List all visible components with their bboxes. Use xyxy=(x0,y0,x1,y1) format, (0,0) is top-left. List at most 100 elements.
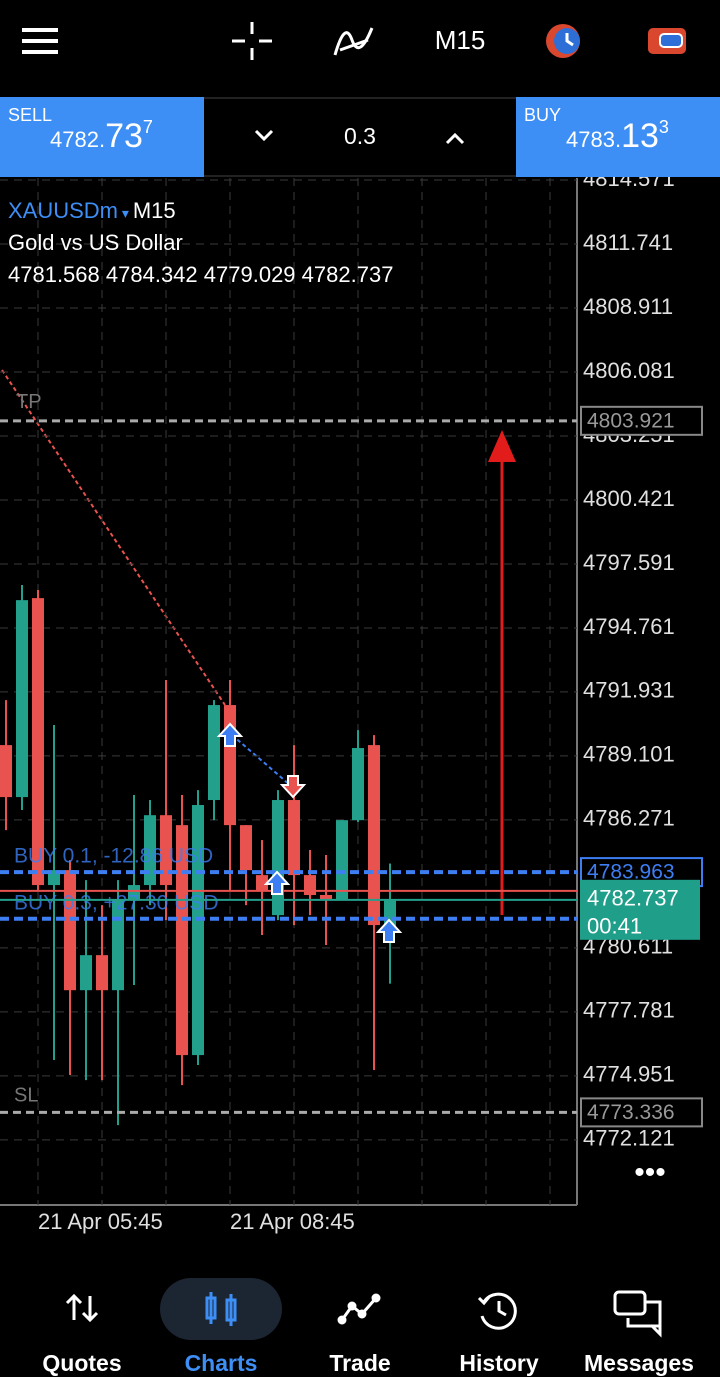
symbol-dropdown[interactable]: ▾ xyxy=(118,205,133,221)
position-price-label: 4783.963 xyxy=(587,861,675,884)
candle-body xyxy=(80,955,92,991)
candle-body xyxy=(112,900,124,991)
price-main: 4783. xyxy=(566,127,622,152)
current-price: 4782.737 xyxy=(587,886,679,911)
history-icon xyxy=(477,1292,517,1330)
lot-value[interactable]: 0.3 xyxy=(344,123,376,149)
time-label: 21 Apr 08:45 xyxy=(230,1209,355,1234)
chart-header: XAUUSDm ▾ M15 Gold vs US Dollar 4781.568… xyxy=(8,196,393,290)
price-tick-label: 4808.911 xyxy=(583,294,673,319)
ohlc-close: 4782.737 xyxy=(301,262,394,287)
lot-selector: 0.3 xyxy=(204,97,516,177)
sl-price-label-box xyxy=(580,1097,703,1128)
more-menu[interactable]: ••• xyxy=(634,1156,666,1189)
tab-icons xyxy=(65,1290,662,1338)
sell-marker xyxy=(279,775,307,799)
tab-charts[interactable]: Charts xyxy=(184,1350,258,1376)
account-icon[interactable] xyxy=(648,28,686,54)
candle-body xyxy=(32,598,44,886)
lot-controls: 0.3 xyxy=(254,123,465,149)
sl-label: SL xyxy=(14,1085,38,1107)
messages-icon xyxy=(613,1290,662,1338)
candle-body xyxy=(16,600,28,798)
buy-label: BUY xyxy=(524,105,562,125)
candle-body xyxy=(144,815,156,886)
indicators-button[interactable] xyxy=(333,27,374,56)
price-big: 13 xyxy=(621,117,659,155)
ohlc-low: 4779.029 xyxy=(203,262,296,287)
symbol-row: XAUUSDm ▾ M15 xyxy=(8,196,393,228)
sell-price: 4782.737 xyxy=(50,117,153,156)
tab-bar: Quotes Charts Trade History Messages xyxy=(0,1240,720,1377)
candle-body xyxy=(256,875,268,891)
tab-history[interactable]: History xyxy=(459,1350,539,1376)
quotes-icon xyxy=(65,1293,99,1323)
current-price-box xyxy=(580,879,700,940)
lot-decrease[interactable] xyxy=(254,129,274,142)
symbol[interactable]: XAUUSDm xyxy=(8,198,119,223)
candle-body xyxy=(320,895,332,901)
trade-icon[interactable] xyxy=(546,24,580,58)
candle-body xyxy=(304,875,316,896)
price-tick-label: 4800.421 xyxy=(583,486,675,511)
price-tick-label: 4777.781 xyxy=(583,998,675,1023)
sl-price-label: 4773.336 xyxy=(587,1101,675,1124)
candle-body xyxy=(192,805,204,1056)
price-tick-label: 4774.951 xyxy=(583,1062,675,1087)
candle-body xyxy=(368,745,380,926)
candle-body xyxy=(336,820,348,901)
chart-timeframe: M15 xyxy=(132,198,176,223)
price-tick-label: 4772.121 xyxy=(583,1126,675,1151)
candle-body xyxy=(176,825,188,1056)
buy-marker xyxy=(216,722,244,747)
tp-price-label-box xyxy=(580,405,703,436)
crosshair-button[interactable] xyxy=(232,22,272,60)
price-tick-label: 4786.271 xyxy=(583,806,675,831)
candle-body xyxy=(288,800,300,876)
symbol-description: Gold vs US Dollar xyxy=(8,230,183,255)
top-bar: M15 xyxy=(0,0,720,97)
price-big: 73 xyxy=(105,117,143,155)
price-sup: 3 xyxy=(658,117,669,137)
lot-increase[interactable] xyxy=(445,132,465,145)
candle-body xyxy=(0,745,12,798)
price-sup: 7 xyxy=(142,117,153,137)
sell-label: SELL xyxy=(8,105,53,125)
active-tab-pill xyxy=(160,1278,282,1340)
time-label: 21 Apr 05:45 xyxy=(38,1209,163,1234)
timeframe-button[interactable]: M15 xyxy=(435,25,486,55)
ohlc: 4781.568 4784.342 4779.029 4782.737 xyxy=(8,260,393,290)
candle-body xyxy=(96,955,108,991)
price-tick-label: 4811.741 xyxy=(583,230,673,255)
price-tick-label: 4797.591 xyxy=(583,550,675,575)
price-main: 4782. xyxy=(50,127,106,152)
candle-body xyxy=(352,748,364,821)
menu-button[interactable] xyxy=(22,28,58,54)
tab-quotes[interactable]: Quotes xyxy=(42,1350,122,1376)
candle-body xyxy=(272,800,284,916)
candle-body xyxy=(208,705,220,801)
tp-arrow-head xyxy=(488,430,516,462)
buy-button[interactable]: BUY 4783.133 xyxy=(516,97,720,177)
tab-messages[interactable]: Messages xyxy=(584,1350,694,1376)
buy-marker xyxy=(375,918,403,943)
position-label: BUY 0.3, +27.30 USD xyxy=(14,891,218,914)
charts-icon xyxy=(205,1292,237,1326)
tp-price-label: 4803.921 xyxy=(587,409,675,432)
sell-button[interactable]: SELL 4782.737 xyxy=(0,97,204,177)
buy-price: 4783.133 xyxy=(566,117,669,156)
candle-body xyxy=(64,870,76,991)
price-tick-label: 4806.081 xyxy=(583,358,675,383)
price-tick-label: 4791.931 xyxy=(583,678,675,703)
trade-history-line xyxy=(231,734,291,786)
ohlc-open: 4781.568 xyxy=(8,262,100,287)
toolbar-icons: M15 xyxy=(22,22,686,60)
price-tick-label: 4789.101 xyxy=(583,742,675,767)
tab-trade[interactable]: Trade xyxy=(329,1350,391,1376)
trade-icon xyxy=(337,1293,381,1325)
ohlc-high: 4784.342 xyxy=(105,262,198,287)
position-label: BUY 0.1, -12.86 USD xyxy=(14,845,213,868)
candle-body xyxy=(240,825,252,871)
